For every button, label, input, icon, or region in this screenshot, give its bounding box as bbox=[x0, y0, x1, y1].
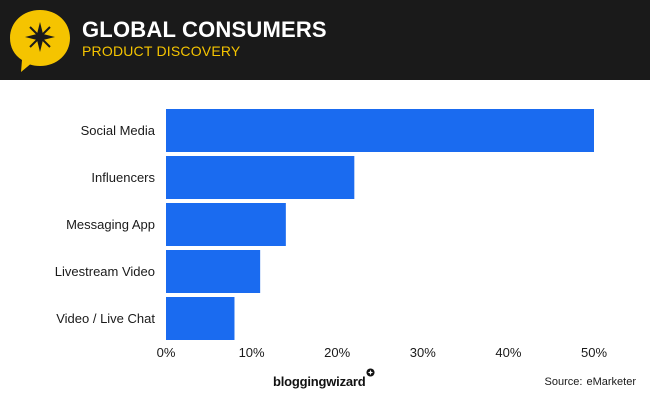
bar-messaging-app bbox=[166, 203, 286, 246]
brand-logo: bloggingwizard bbox=[273, 374, 366, 389]
bar-influencers bbox=[166, 156, 355, 199]
x-tick-label: 10% bbox=[239, 345, 265, 360]
wand-star-icon bbox=[366, 368, 375, 377]
bar-video-live-chat bbox=[166, 297, 235, 340]
category-label: Video / Live Chat bbox=[56, 311, 155, 326]
star-speech-bubble-icon bbox=[10, 10, 70, 72]
category-label: Messaging App bbox=[66, 217, 155, 232]
source-label: Source: bbox=[544, 376, 583, 388]
x-tick-label: 20% bbox=[324, 345, 350, 360]
source-value: eMarketer bbox=[586, 376, 636, 388]
category-label: Social Media bbox=[81, 123, 156, 138]
category-label: Livestream Video bbox=[55, 264, 155, 279]
bar-chart: Social Media Influencers Messaging App Live… bbox=[55, 109, 607, 360]
chart-title: GLOBAL CONSUMERS bbox=[82, 17, 327, 42]
bar-livestream-video bbox=[166, 250, 261, 293]
x-tick-label: 0% bbox=[157, 345, 176, 360]
x-tick-label: 40% bbox=[495, 345, 521, 360]
x-tick-label: 50% bbox=[581, 345, 607, 360]
header-banner: GLOBAL CONSUMERS PRODUCT DISCOVERY bbox=[0, 0, 650, 80]
source-note: Source: eMarketer bbox=[545, 376, 640, 388]
bar-social-media bbox=[166, 109, 594, 152]
x-tick-label: 30% bbox=[410, 345, 436, 360]
category-label: Influencers bbox=[91, 170, 155, 185]
chart-subtitle: PRODUCT DISCOVERY bbox=[82, 43, 241, 59]
